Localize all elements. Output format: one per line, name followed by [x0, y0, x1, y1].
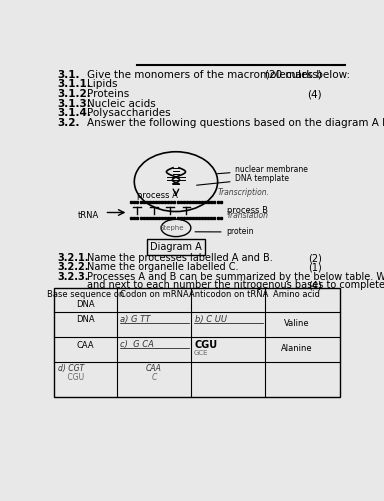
Text: Stephe: Stephe [160, 225, 184, 231]
Text: (4): (4) [308, 280, 322, 290]
Text: (1): (1) [308, 262, 322, 272]
Text: Anticodon on tRNA: Anticodon on tRNA [189, 290, 268, 299]
Text: nuclear membrane: nuclear membrane [217, 165, 308, 174]
Text: tRNA: tRNA [78, 211, 99, 220]
Text: (20 marks): (20 marks) [265, 70, 322, 80]
Text: DNA template: DNA template [197, 174, 290, 185]
Text: Give the monomers of the macromolecules below:: Give the monomers of the macromolecules … [87, 70, 350, 80]
Text: a) G TT: a) G TT [120, 315, 151, 324]
Text: DNA: DNA [76, 300, 95, 309]
Bar [54, 289, 340, 396]
Text: Name the organelle labelled C.: Name the organelle labelled C. [87, 262, 238, 272]
Text: 3.2.3.: 3.2.3. [57, 272, 88, 282]
Text: Processes A and B can be summarized by the below table. Write the alphabets a-d: Processes A and B can be summarized by t… [87, 272, 384, 282]
Text: c)  G CA: c) G CA [120, 340, 154, 349]
Text: 3.1.2.: 3.1.2. [57, 89, 91, 99]
Text: protein: protein [195, 227, 254, 236]
Text: Base sequence on: Base sequence on [47, 290, 124, 299]
Text: CGU: CGU [58, 373, 84, 382]
Text: process A: process A [137, 191, 178, 200]
Text: 3.2.2.: 3.2.2. [57, 262, 88, 272]
Text: (4): (4) [307, 89, 322, 99]
Text: 3.2.: 3.2. [57, 118, 79, 128]
Text: and next to each number the nitrogenous bases to complete the table.: and next to each number the nitrogenous … [87, 280, 384, 290]
Text: 3.1.: 3.1. [57, 70, 79, 80]
Text: CAA: CAA [76, 341, 94, 350]
Text: Lipids: Lipids [87, 80, 117, 89]
Text: Diagram A: Diagram A [150, 242, 202, 252]
Text: Transcription.: Transcription. [218, 188, 270, 197]
Text: Answer the following questions based on the diagram A below:: Answer the following questions based on … [87, 118, 384, 128]
Text: C: C [151, 373, 157, 382]
Text: DNA: DNA [76, 316, 95, 325]
Text: CAA: CAA [146, 364, 162, 373]
Text: 3.2.1.: 3.2.1. [57, 253, 88, 263]
Text: Codon on mRNA: Codon on mRNA [119, 290, 188, 299]
Text: b) C UU: b) C UU [195, 315, 227, 324]
Text: GCE: GCE [194, 350, 209, 356]
Text: process B: process B [227, 206, 268, 215]
Text: Translation: Translation [227, 211, 268, 220]
Text: 3.1.4.: 3.1.4. [57, 108, 91, 118]
Text: (2): (2) [308, 253, 322, 263]
Text: CGU: CGU [194, 340, 217, 350]
Text: Polysaccharides: Polysaccharides [87, 108, 170, 118]
Text: Amino acid: Amino acid [273, 290, 320, 299]
Text: Nucleic acids: Nucleic acids [87, 99, 156, 109]
Text: Alanine: Alanine [281, 344, 313, 353]
Text: 3.1.1.: 3.1.1. [57, 80, 91, 89]
Text: Proteins: Proteins [87, 89, 129, 99]
Text: 3.1.3.: 3.1.3. [57, 99, 91, 109]
Text: Name the processes labelled A and B.: Name the processes labelled A and B. [87, 253, 272, 263]
Text: d) CGT: d) CGT [58, 364, 84, 373]
Text: Valine: Valine [284, 319, 310, 328]
